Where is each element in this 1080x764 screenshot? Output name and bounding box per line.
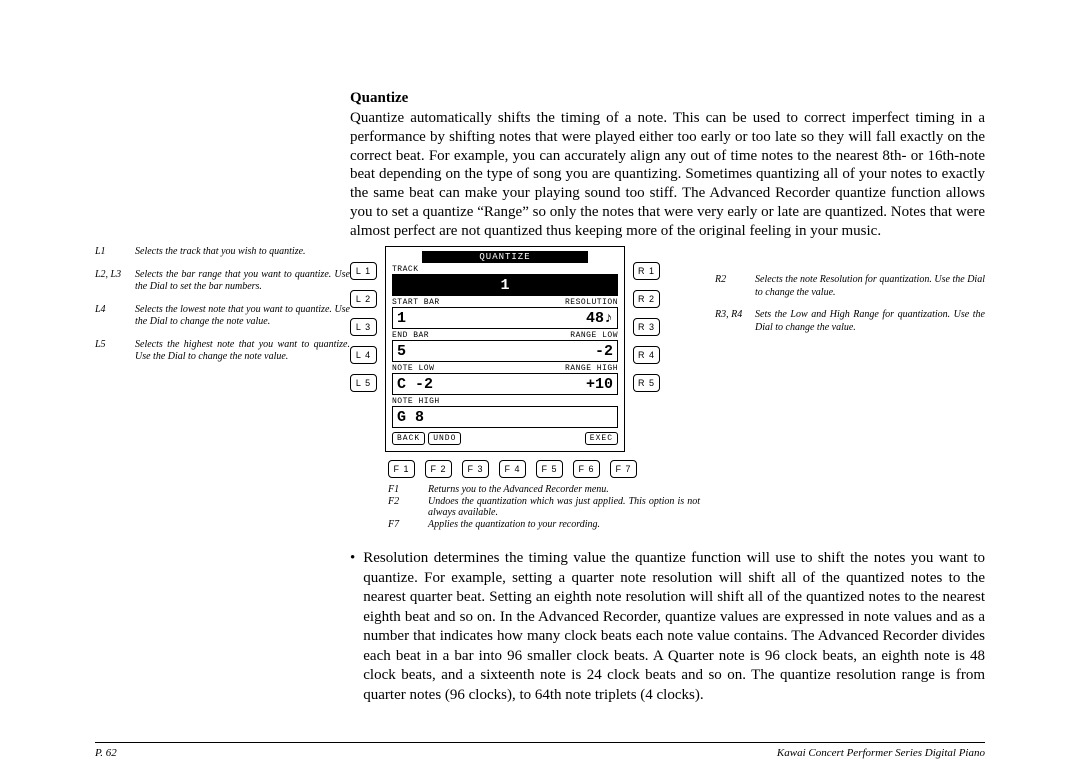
r5-button[interactable]: R 5 (633, 374, 660, 392)
l5-button[interactable]: L 5 (350, 374, 377, 392)
rangelow-value: -2 (595, 343, 613, 360)
rangehigh-value: +10 (586, 376, 613, 393)
endbar-label: END BAR (392, 331, 429, 340)
page-number: P. 62 (95, 747, 117, 759)
desc-text: Selects the note Resolution for quantiza… (755, 274, 985, 299)
desc-key: R2 (715, 274, 755, 299)
track-value: 1 (392, 274, 618, 296)
l1-button[interactable]: L 1 (350, 262, 377, 280)
f-descriptions: F1Returns you to the Advanced Recorder m… (388, 484, 700, 530)
f2-button[interactable]: F 2 (425, 460, 452, 478)
startbar-label: START BAR (392, 298, 440, 307)
back-button[interactable]: BACK (392, 432, 425, 445)
resolution-value: 48♪ (586, 310, 613, 327)
product-name: Kawai Concert Performer Series Digital P… (777, 747, 985, 759)
r3-button[interactable]: R 3 (633, 318, 660, 336)
notelow-label: NOTE LOW (392, 364, 434, 373)
r2-button[interactable]: R 2 (633, 290, 660, 308)
l2-button[interactable]: L 2 (350, 290, 377, 308)
f3-button[interactable]: F 3 (462, 460, 489, 478)
resolution-label: RESOLUTION (565, 298, 618, 307)
track-label: TRACK (392, 265, 419, 274)
desc-key: R3, R4 (715, 309, 755, 334)
desc-key: L5 (95, 339, 135, 364)
bullet-text: Resolution determines the timing value t… (363, 549, 985, 705)
r-buttons: R 1 R 2 R 3 R 4 R 5 (633, 246, 660, 392)
left-descriptions: L1Selects the track that you wish to qua… (95, 246, 350, 374)
desc-text: Undoes the quantization which was just a… (428, 496, 700, 518)
notehigh-value: G 8 (397, 409, 424, 426)
lcd-screen: QUANTIZE TRACK 1 START BAR RESOLUTION 1 48… (385, 246, 625, 452)
f-buttons: F 1 F 2 F 3 F 4 F 5 F 6 F 7 (388, 460, 700, 478)
intro-paragraph: Quantize automatically shifts the timing… (350, 109, 985, 240)
exec-button[interactable]: EXEC (585, 432, 618, 445)
diagram-section: L1Selects the track that you wish to qua… (95, 246, 985, 531)
desc-key: F7 (388, 519, 428, 530)
desc-key: L4 (95, 304, 135, 329)
notelow-value: C -2 (397, 376, 433, 393)
notehigh-label: NOTE HIGH (392, 397, 440, 406)
page-footer: P. 62 Kawai Concert Performer Series Dig… (95, 742, 985, 759)
f4-button[interactable]: F 4 (499, 460, 526, 478)
rangehigh-label: RANGE HIGH (565, 364, 618, 373)
section-title: Quantize (350, 90, 985, 107)
endbar-value: 5 (397, 343, 406, 360)
undo-button[interactable]: UNDO (428, 432, 461, 445)
center-diagram: L 1 L 2 L 3 L 4 L 5 QUANTIZE TRACK 1 STA… (350, 246, 700, 531)
bullet-icon: • (350, 549, 355, 705)
f6-button[interactable]: F 6 (573, 460, 600, 478)
right-descriptions: R2Selects the note Resolution for quanti… (700, 246, 985, 344)
desc-text: Selects the track that you wish to quant… (135, 246, 350, 259)
rangelow-label: RANGE LOW (570, 331, 618, 340)
desc-key: L1 (95, 246, 135, 259)
desc-text: Selects the bar range that you want to q… (135, 269, 350, 294)
startbar-value: 1 (397, 310, 406, 327)
l4-button[interactable]: L 4 (350, 346, 377, 364)
manual-page: Quantize Quantize automatically shifts t… (0, 0, 1080, 764)
desc-text: Selects the lowest note that you want to… (135, 304, 350, 329)
screen-title: QUANTIZE (422, 251, 588, 263)
desc-text: Sets the Low and High Range for quantiza… (755, 309, 985, 334)
desc-text: Returns you to the Advanced Recorder men… (428, 484, 700, 495)
r4-button[interactable]: R 4 (633, 346, 660, 364)
f5-button[interactable]: F 5 (536, 460, 563, 478)
desc-key: L2, L3 (95, 269, 135, 294)
desc-text: Selects the highest note that you want t… (135, 339, 350, 364)
r1-button[interactable]: R 1 (633, 262, 660, 280)
f1-button[interactable]: F 1 (388, 460, 415, 478)
desc-key: F1 (388, 484, 428, 495)
l-buttons: L 1 L 2 L 3 L 4 L 5 (350, 246, 377, 392)
f7-button[interactable]: F 7 (610, 460, 637, 478)
bullet-paragraph: • Resolution determines the timing value… (350, 549, 985, 705)
desc-text: Applies the quantization to your recordi… (428, 519, 700, 530)
desc-key: F2 (388, 496, 428, 518)
l3-button[interactable]: L 3 (350, 318, 377, 336)
